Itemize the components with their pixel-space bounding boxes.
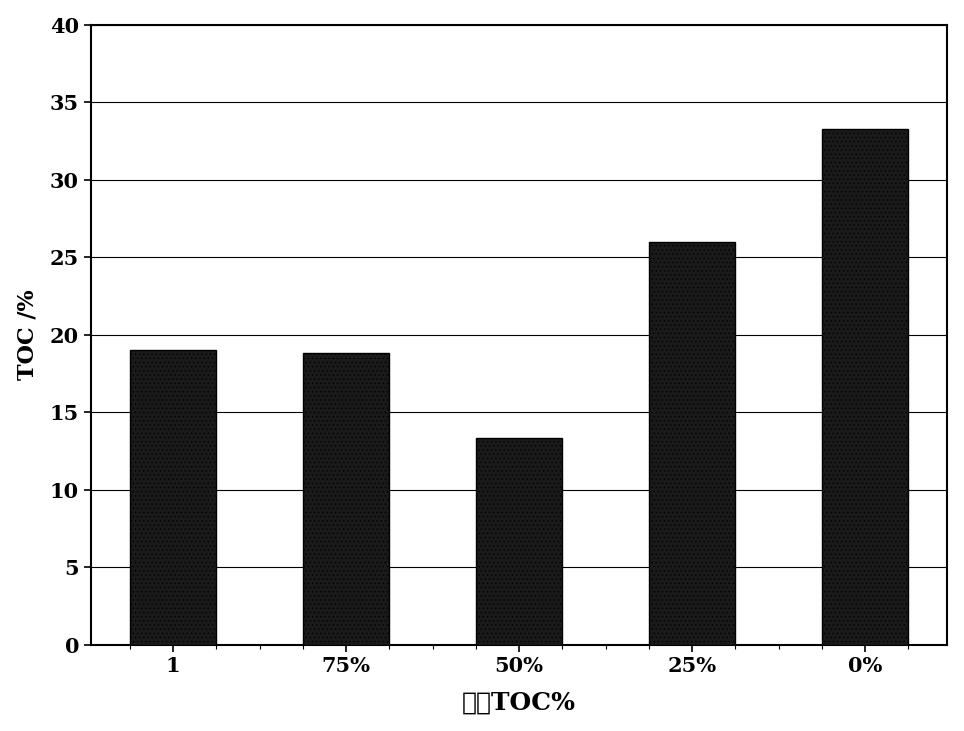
Bar	[130, 350, 216, 645]
Bar	[649, 242, 736, 645]
Y-axis label: TOC /%: TOC /%	[16, 289, 39, 380]
X-axis label: 乙酸TOC%: 乙酸TOC%	[462, 690, 576, 714]
Bar	[822, 129, 908, 645]
Bar	[303, 353, 389, 645]
Bar	[476, 439, 562, 645]
